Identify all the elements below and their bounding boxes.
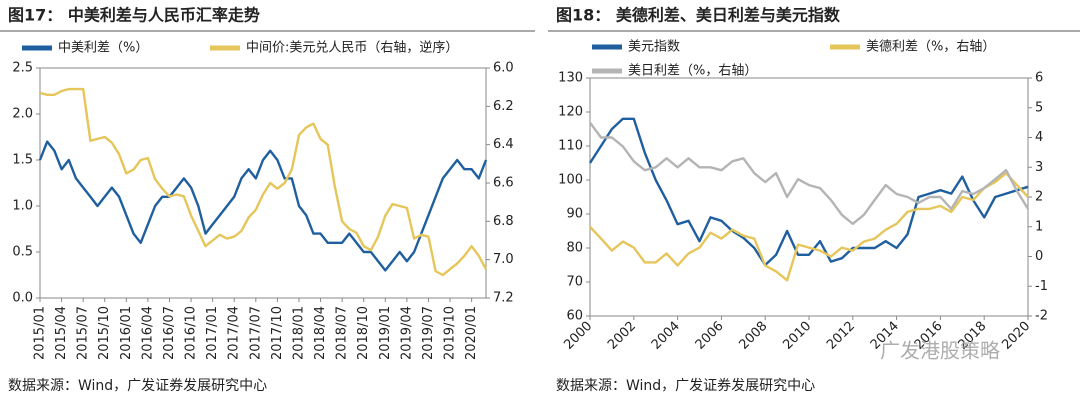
x-tick-label: 2016/04 <box>140 306 155 360</box>
y-tick-label: 130 <box>558 71 583 86</box>
y-tick-label: 110 <box>558 139 583 154</box>
x-tick-label: 2015/04 <box>54 306 69 360</box>
y-tick-label: 1.5 <box>12 153 33 168</box>
y2-tick-label: -2 <box>1035 309 1048 324</box>
chart-title: 图18： 美德利差、美日利差与美元指数 <box>556 6 841 25</box>
x-tick-label: 2018/07 <box>335 306 350 360</box>
series-line <box>588 117 1029 267</box>
y-tick-label: 0.5 <box>12 245 33 260</box>
y2-tick-label: 6.6 <box>493 176 514 191</box>
y2-tick-label: 4 <box>1035 130 1043 145</box>
source-note: 数据来源：Wind，广发证券发展研究中心 <box>8 378 267 394</box>
x-tick-label: 2015/01 <box>33 306 48 360</box>
y2-tick-label: 3 <box>1035 160 1043 175</box>
x-tick-label: 2020/01 <box>464 306 479 360</box>
legend-label: 中间价:美元兑人民币（右轴，逆序） <box>246 40 458 56</box>
y-tick-label: 2.0 <box>12 107 33 122</box>
x-tick-label: 2017/07 <box>248 306 263 360</box>
series-line <box>38 140 488 272</box>
x-tick-label: 2015/10 <box>97 306 112 360</box>
y2-tick-label: 6.2 <box>493 99 514 114</box>
legend-label: 中美利差（%） <box>58 41 148 56</box>
y2-tick-label: 6.0 <box>493 61 514 76</box>
chart-title: 图17： 中美利差与人民币汇率走势 <box>8 6 260 25</box>
y2-tick-label: 2 <box>1035 190 1043 205</box>
source-note: 数据来源：Wind，广发证券发展研究中心 <box>556 378 815 394</box>
y-tick-label: 120 <box>558 105 583 120</box>
y2-tick-label: -1 <box>1035 279 1048 294</box>
y-tick-label: 70 <box>566 275 583 290</box>
x-tick-label: 2019/10 <box>443 306 458 360</box>
x-tick-label: 2018/10 <box>356 306 371 360</box>
series-line <box>589 121 1030 225</box>
series-line <box>589 172 1029 282</box>
x-tick-label: 2016/10 <box>184 306 199 360</box>
y-tick-label: 90 <box>566 207 583 222</box>
x-tick-label: 2016/01 <box>119 306 134 360</box>
x-tick-label: 2017/01 <box>205 306 220 360</box>
y2-tick-label: 1 <box>1035 219 1043 234</box>
legend-label: 美德利差（%，右轴） <box>866 40 995 55</box>
y2-tick-label: 6 <box>1035 71 1043 86</box>
y-tick-label: 100 <box>558 173 583 188</box>
y-tick-label: 0.0 <box>12 291 33 306</box>
x-tick-label: 2017/10 <box>270 306 285 360</box>
y2-tick-label: 6.4 <box>493 137 514 152</box>
x-tick-label: 2018/01 <box>291 306 306 360</box>
y-tick-label: 2.5 <box>12 61 33 76</box>
y2-tick-label: 7.2 <box>493 291 514 306</box>
y2-tick-label: 6.8 <box>493 214 514 229</box>
legend-label: 美元指数 <box>628 40 680 55</box>
x-tick-label: 2019/01 <box>378 306 393 360</box>
series-line <box>39 87 488 277</box>
legend-label: 美日利差（%，右轴） <box>628 64 757 79</box>
y-tick-label: 1.0 <box>12 199 33 214</box>
x-tick-label: 2015/07 <box>76 306 91 360</box>
x-tick-label: 2019/04 <box>399 306 414 360</box>
y2-tick-label: 0 <box>1035 249 1043 264</box>
y-tick-label: 80 <box>566 241 583 256</box>
watermark: 广发港股策略 <box>880 339 1000 363</box>
x-tick-label: 2017/04 <box>227 306 242 360</box>
y2-tick-label: 5 <box>1035 100 1043 115</box>
x-tick-label: 2016/07 <box>162 306 177 360</box>
x-tick-label: 2019/07 <box>421 306 436 360</box>
y2-tick-label: 7.0 <box>493 252 514 267</box>
y-tick-label: 60 <box>566 309 583 324</box>
x-tick-label: 2018/04 <box>313 306 328 360</box>
